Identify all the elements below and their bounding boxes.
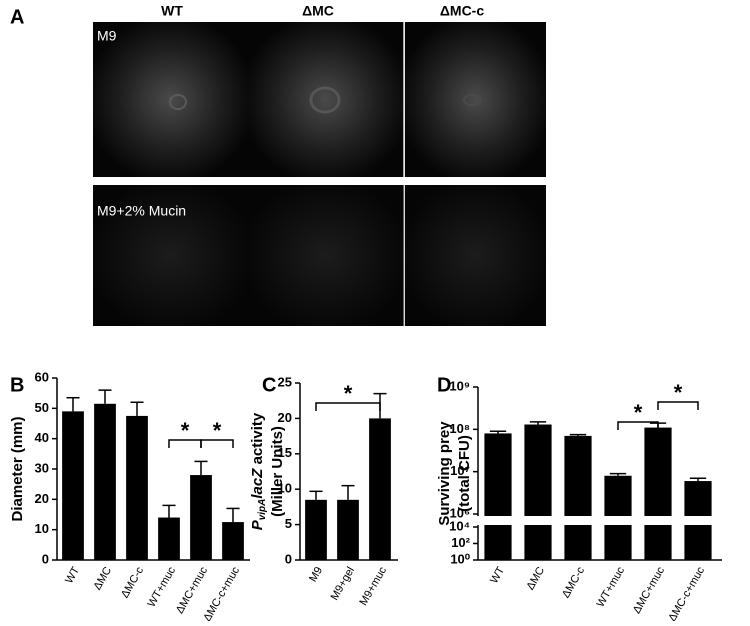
significance-star: * <box>674 380 683 405</box>
label-rest: activity <box>249 412 266 469</box>
y-axis-label: PvipAlacZ activity <box>249 412 268 530</box>
axis-break <box>470 516 724 525</box>
image <box>405 185 546 326</box>
image <box>248 22 404 177</box>
column-header: ΔMC-c <box>440 3 484 19</box>
panel-label: C <box>262 374 276 396</box>
row-label: M9 <box>97 28 117 44</box>
column-header: WT <box>161 3 183 19</box>
label-p: P <box>249 519 266 530</box>
bar <box>644 427 672 560</box>
y-tick-label: 5 <box>285 516 292 531</box>
bar <box>62 411 84 560</box>
y-tick-label: 50 <box>35 400 49 415</box>
panel-label: A <box>10 6 24 28</box>
y-tick-label: 20 <box>35 491 49 506</box>
significance-bracket <box>617 421 659 430</box>
x-tick-label: ΔMC-c <box>119 565 146 601</box>
y-tick-label: 10 <box>35 521 49 536</box>
bar <box>369 418 391 560</box>
x-tick-label: WT <box>488 565 507 586</box>
colony <box>169 94 187 110</box>
significance-bracket <box>657 401 699 410</box>
y-tick-label: 10⁴ <box>449 518 470 533</box>
y-tick-label: 15 <box>278 445 292 460</box>
bar <box>337 499 359 560</box>
x-tick-label: M9+muc <box>357 565 389 608</box>
y-axis-label: (total CFU) <box>456 435 473 512</box>
x-tick-label: WT+muc <box>146 565 179 610</box>
significance-star: * <box>344 381 353 406</box>
image <box>93 185 248 326</box>
y-tick-label: 20 <box>278 410 292 425</box>
x-tick-label: ΔMC <box>524 565 547 592</box>
row-label: M9+2% Mucin <box>97 203 186 219</box>
x-tick-label: M9+gel <box>329 565 358 603</box>
x-tick-label: ΔMC-c+muc <box>666 565 707 621</box>
column-header: ΔMC <box>302 3 334 19</box>
x-tick-label: ΔMC-c <box>560 565 587 601</box>
bar <box>484 433 512 560</box>
y-tick-label: 10 <box>278 481 292 496</box>
y-tick-label: 10⁶ <box>450 505 470 520</box>
bar <box>305 499 327 560</box>
label-italic: lacZ <box>249 468 266 499</box>
y-tick-label: 10² <box>451 535 470 550</box>
panel-label: D <box>437 374 451 396</box>
y-axis-label: Diameter (mm) <box>9 416 26 521</box>
colony <box>309 86 341 114</box>
bar <box>126 415 148 560</box>
x-tick-label: WT <box>63 565 82 586</box>
y-tick-label: 0 <box>285 551 292 566</box>
image <box>405 22 546 177</box>
y-tick-label: 10⁸ <box>449 421 470 436</box>
bar <box>564 435 592 560</box>
y-tick-label: 25 <box>278 374 292 389</box>
y-tick-label: 0 <box>42 551 49 566</box>
significance-bracket <box>200 439 234 448</box>
y-tick-label: 60 <box>35 369 49 384</box>
bar <box>94 403 116 560</box>
y-tick-label: 10⁰ <box>450 551 470 566</box>
bar <box>222 522 244 560</box>
y-axis-label: Surviving prey <box>436 421 453 526</box>
y-axis-label: (Miller Units) <box>269 426 286 517</box>
x-tick-label: WT+muc <box>595 565 628 610</box>
colony <box>463 94 481 106</box>
y-tick-label: 10⁹ <box>449 378 470 393</box>
y-tick-label: 30 <box>35 460 49 475</box>
image <box>248 185 404 326</box>
label-sub: vipA <box>257 499 268 521</box>
panel-label: B <box>10 374 24 396</box>
bar <box>190 475 212 560</box>
x-tick-label: ΔMC+muc <box>174 565 210 616</box>
bar <box>524 424 552 560</box>
x-tick-label: ΔMC+muc <box>631 565 667 616</box>
panel-a: A WT ΔMC ΔMC-c M9 M9+2% Mucin <box>10 3 546 326</box>
y-tick-label: 10⁷ <box>450 463 470 478</box>
significance-star: * <box>181 418 190 443</box>
significance-star: * <box>213 418 222 443</box>
y-tick-label: 40 <box>35 430 49 445</box>
x-tick-label: M9 <box>307 565 325 584</box>
significance-bracket <box>315 402 381 411</box>
x-tick-label: ΔMC <box>91 565 114 592</box>
bar <box>158 517 180 560</box>
significance-star: * <box>634 400 643 425</box>
